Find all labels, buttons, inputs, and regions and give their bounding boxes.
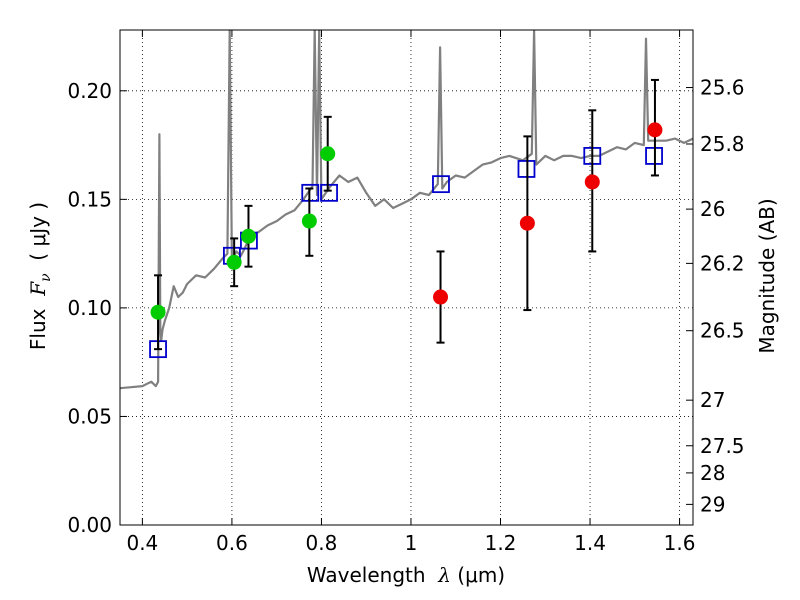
observed-point [150, 304, 166, 320]
y-tick-label: 0.20 [67, 79, 112, 103]
observed-point [519, 215, 535, 231]
observed-point [433, 289, 449, 305]
grid [120, 30, 693, 526]
observed-point [647, 122, 663, 138]
data-layer [120, 30, 693, 390]
observed-point [226, 254, 242, 270]
observed-point [240, 228, 256, 244]
x-axis-title: Wavelength λ (μm) [307, 563, 505, 587]
y-tick-label: 0.10 [67, 296, 112, 320]
model-square-point [320, 183, 338, 202]
right-tick-label: 29 [700, 492, 725, 516]
right-tick-label: 26.5 [700, 319, 745, 343]
right-tick-label: 28 [700, 461, 725, 485]
y-axis-title: Flux Fν ( μJy ) [26, 202, 54, 350]
right-tick-label: 27.5 [700, 434, 745, 458]
right-tick-label: 25.6 [700, 76, 745, 100]
observed-point [301, 213, 317, 229]
model-spectrum-line [120, 30, 693, 390]
right-axis-title: Magnitude (AB) [755, 198, 779, 353]
y-tick-label: 0.05 [67, 404, 112, 428]
y-tick-label: 0.15 [67, 187, 112, 211]
model-square-point [432, 175, 450, 194]
ticks: 0.4 0.6 0.8 1 1.2 1.4 1.6 0.00 0.05 0.10 0.15 0.20 2… [67, 30, 745, 555]
observed-point [584, 174, 600, 190]
plot-frame [119, 29, 694, 526]
x-tick-label: 1.4 [574, 531, 606, 555]
x-tick-label: 0.4 [126, 531, 158, 555]
right-tick-label: 25.8 [700, 132, 745, 156]
x-tick-label: 0.6 [216, 531, 248, 555]
right-tick-label: 26 [700, 197, 725, 221]
x-tick-label: 1 [405, 531, 418, 555]
right-tick-label: 26.2 [700, 251, 745, 275]
x-tick-label: 1.6 [664, 531, 696, 555]
y-tick-label: 0.00 [67, 513, 112, 537]
observed-point [320, 146, 336, 162]
right-tick-label: 27 [700, 388, 725, 412]
x-tick-label: 0.8 [306, 531, 338, 555]
x-tick-label: 1.2 [485, 531, 517, 555]
